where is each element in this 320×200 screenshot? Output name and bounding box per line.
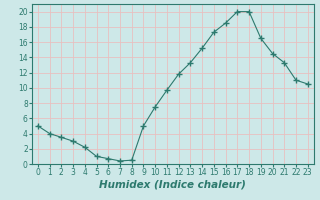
X-axis label: Humidex (Indice chaleur): Humidex (Indice chaleur) [100, 180, 246, 190]
